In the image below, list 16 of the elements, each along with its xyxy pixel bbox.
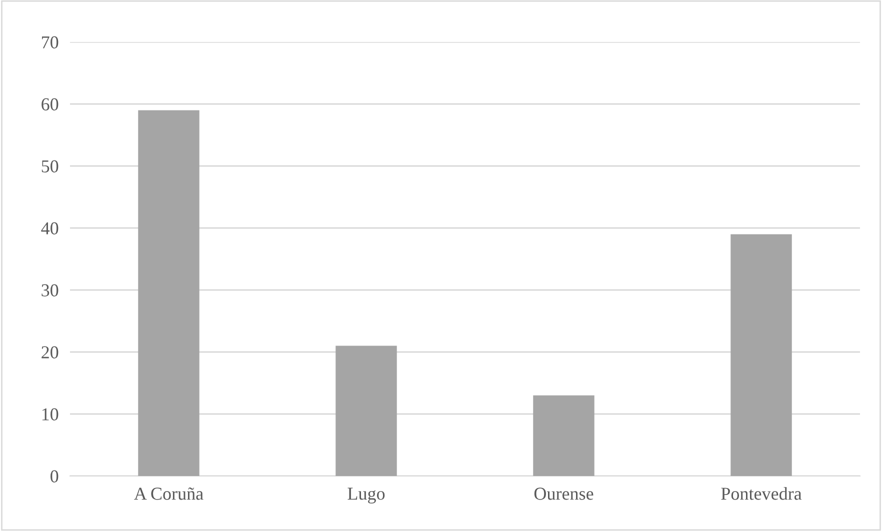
- y-tick-label: 10: [42, 408, 58, 420]
- y-tick-label: 0: [50, 470, 58, 482]
- x-tick-label: A Coruña: [134, 487, 204, 500]
- x-tick-label: Lugo: [348, 488, 385, 504]
- y-tick-label: 50: [42, 160, 58, 172]
- x-tick-label: Pontevedra: [721, 487, 802, 500]
- bar: [138, 110, 200, 476]
- y-tick-label: 40: [41, 222, 58, 234]
- x-tick-label: Ourense: [534, 488, 594, 500]
- y-tick-label: 60: [42, 98, 58, 110]
- y-tick-label: 30: [42, 284, 58, 296]
- bar: [730, 234, 792, 476]
- y-tick-label: 20: [42, 346, 58, 358]
- bar: [533, 395, 594, 476]
- bar: [336, 346, 397, 476]
- y-tick-label: 70: [42, 36, 58, 48]
